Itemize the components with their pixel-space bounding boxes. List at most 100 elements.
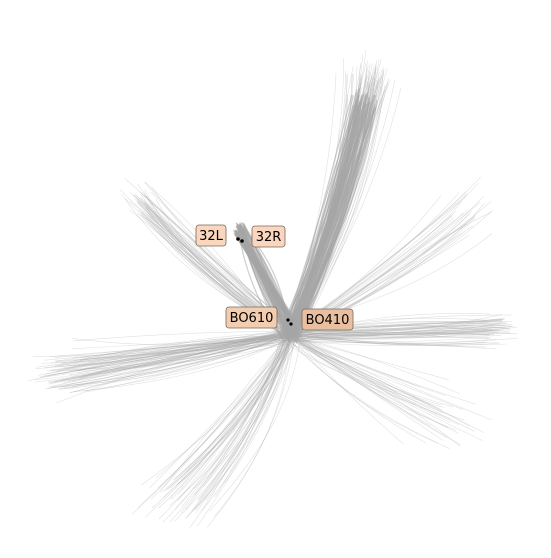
flight-track (70, 343, 292, 393)
flight-track (286, 333, 495, 337)
flight-track (286, 333, 491, 343)
flight-track (50, 333, 283, 371)
label-bo610-box (225, 306, 278, 329)
flight-track (302, 109, 360, 331)
flight-track (286, 334, 451, 423)
flight-track (288, 331, 483, 441)
flight-track (71, 333, 288, 389)
fix-bo610-marker (286, 318, 290, 322)
flight-track (284, 333, 487, 346)
flight-track (237, 230, 295, 322)
flight-track (294, 319, 503, 338)
flight-track (288, 332, 499, 344)
flight-track (171, 337, 293, 500)
flight-track (293, 322, 503, 339)
flight-track (53, 336, 292, 358)
flight-track (292, 333, 519, 344)
flight-track (66, 333, 290, 367)
flight-track (285, 325, 495, 335)
flight-track (285, 334, 443, 411)
flight-track (235, 232, 293, 324)
flight-track (177, 332, 297, 495)
flight-track (73, 337, 300, 366)
flight-track (61, 331, 286, 364)
flight-track (286, 337, 450, 449)
flight-track (51, 335, 289, 387)
flight-track (293, 99, 383, 335)
flight-track (69, 332, 293, 394)
flight-track (169, 334, 291, 506)
flight-track (149, 334, 299, 489)
flight-track (39, 330, 293, 378)
flight-track (60, 332, 292, 382)
flight-track (185, 332, 290, 473)
flight-track (290, 328, 461, 446)
flight-track (169, 329, 294, 500)
flight-track (291, 324, 500, 336)
flight-track (286, 330, 511, 334)
flight-track (140, 338, 292, 486)
flight-track (197, 336, 293, 527)
flight-track (158, 336, 301, 509)
flight-track (63, 336, 291, 368)
flight-track (169, 327, 290, 523)
flight-track (48, 332, 283, 385)
flight-track (185, 339, 284, 510)
flight-track (288, 109, 362, 336)
flight-track (292, 322, 507, 334)
label-32r-text: 32R (256, 230, 282, 245)
flight-track (87, 334, 290, 393)
flight-track (49, 337, 292, 357)
flight-track (194, 334, 295, 496)
flight-track (214, 336, 285, 498)
flight-track (287, 329, 451, 420)
flight-track (177, 334, 298, 485)
flight-track (292, 103, 356, 334)
flight-track (287, 328, 510, 339)
flight-track (43, 329, 293, 377)
flight-track (285, 335, 427, 444)
flight-track (80, 339, 290, 358)
flight-track (73, 334, 303, 386)
flight-track (44, 336, 302, 369)
flight-track (289, 324, 506, 334)
flight-track (286, 328, 488, 339)
flight-track (300, 330, 509, 333)
flight-track (174, 336, 288, 480)
flight-track (286, 326, 515, 335)
flight-track (60, 330, 294, 388)
flight-track (48, 331, 293, 388)
flight-track (289, 332, 444, 441)
flight-track (287, 338, 484, 433)
flight-track (162, 334, 291, 523)
flight-track (181, 331, 290, 507)
flight-track (56, 328, 295, 404)
flight-track (295, 337, 454, 408)
flight-track (159, 335, 290, 493)
flight-track (185, 333, 285, 519)
flight-track (63, 330, 289, 384)
flight-track (35, 333, 281, 369)
flight-track (131, 334, 290, 515)
flight-track (150, 336, 285, 500)
label-32r-box (251, 225, 286, 248)
flight-track (286, 102, 369, 332)
flight-track (282, 335, 497, 344)
fix-bo410-marker (289, 322, 293, 326)
flight-track (57, 334, 294, 371)
flight-track (70, 336, 293, 370)
flight-track (237, 231, 295, 323)
flight-track (39, 333, 281, 378)
label-bo610-text: BO610 (230, 311, 274, 326)
flight-track (283, 110, 368, 335)
flight-track (172, 335, 283, 481)
flight-track (75, 332, 297, 372)
flight-track (288, 331, 499, 336)
flight-track (292, 319, 504, 342)
flight-track (170, 334, 290, 489)
flight-track (235, 233, 293, 325)
flight-track (209, 341, 300, 512)
flight-track (158, 333, 295, 520)
flight-track (292, 319, 505, 334)
label-bo410: BO410 (301, 308, 354, 331)
